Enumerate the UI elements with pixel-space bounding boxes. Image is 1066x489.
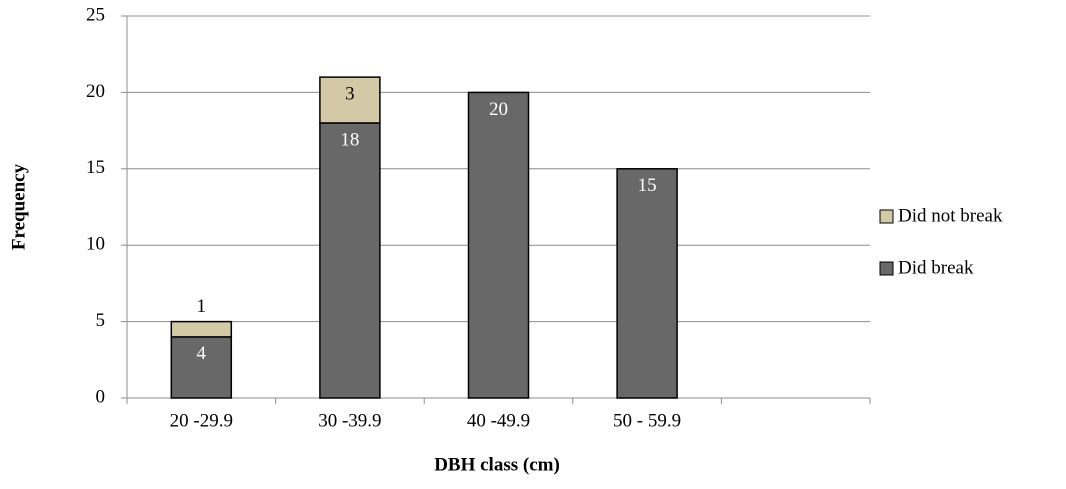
y-tick-label: 10 <box>86 234 105 255</box>
y-tick-label: 5 <box>96 310 106 331</box>
bar-segment <box>616 168 678 399</box>
legend-swatch <box>879 261 894 276</box>
x-tick-label: 50 - 59.9 <box>613 410 681 431</box>
legend-label: Did not break <box>898 205 1003 226</box>
data-label: 20 <box>489 99 508 120</box>
x-tick-label: 30 -39.9 <box>318 410 381 431</box>
bar-segment <box>170 336 233 399</box>
data-label: 3 <box>345 83 355 104</box>
data-label: 18 <box>340 129 359 150</box>
y-tick-label: 15 <box>86 157 105 178</box>
data-label: 4 <box>197 343 207 364</box>
data-label: 15 <box>638 175 657 196</box>
x-axis-title: DBH class (cm) <box>434 454 560 475</box>
x-tick-label: 40 -49.9 <box>467 410 530 431</box>
y-tick-label: 20 <box>86 81 105 102</box>
y-tick-label: 0 <box>96 386 106 407</box>
legend-swatch <box>879 209 894 224</box>
bar-segment <box>319 122 381 399</box>
bar-segment <box>170 320 233 338</box>
bar-segment <box>319 76 381 124</box>
y-tick-label: 25 <box>86 4 105 25</box>
x-tick-label: 20 -29.9 <box>170 410 233 431</box>
bar-segment <box>467 91 530 399</box>
data-label: 1 <box>197 296 207 317</box>
legend-label: Did break <box>898 257 974 278</box>
y-axis-title: Frequency <box>8 163 29 250</box>
